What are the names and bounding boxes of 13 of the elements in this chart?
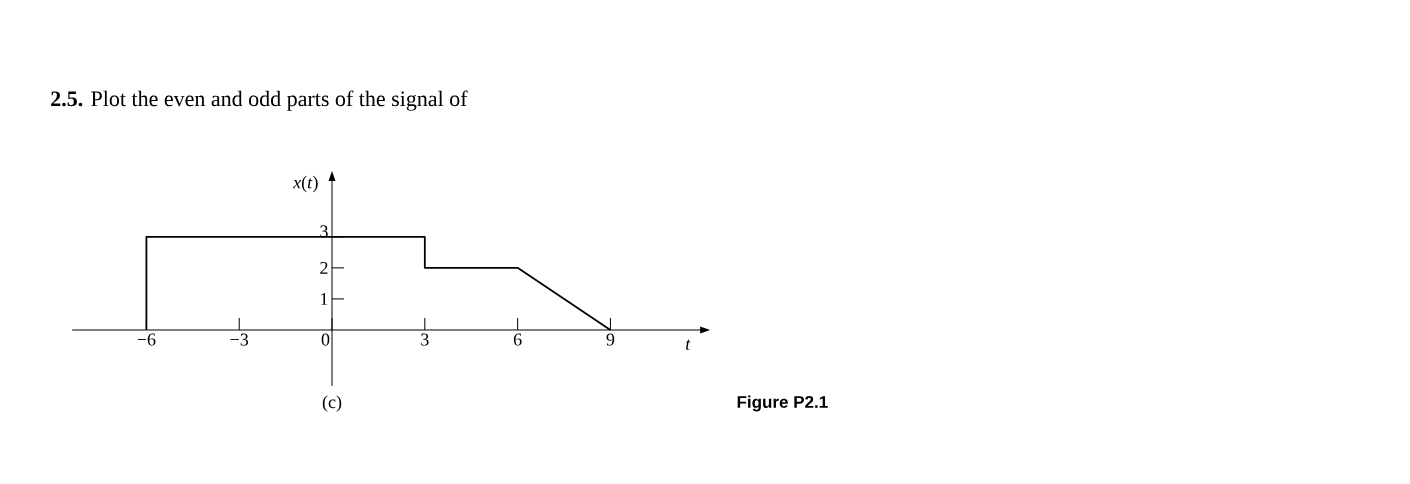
x-tick-label: −6: [137, 333, 156, 346]
text: (c): [322, 395, 342, 412]
y-tick-label: 1: [321, 292, 328, 305]
x-axis-title: t: [686, 339, 691, 350]
x-tick-label: 0: [321, 333, 330, 346]
caption: Figure P2.1: [737, 395, 828, 412]
x-tick-label: −3: [230, 333, 249, 346]
x-tick-label: 6: [513, 333, 522, 346]
x-tick-label: 9: [606, 333, 615, 346]
y-tick-label: 2: [320, 261, 328, 274]
y-axis-title: x(t): [292, 175, 318, 193]
chart-title: 2.5. Plot the even and odd parts of the signal of: [51, 90, 468, 111]
x-tick-label: 3: [421, 333, 429, 346]
